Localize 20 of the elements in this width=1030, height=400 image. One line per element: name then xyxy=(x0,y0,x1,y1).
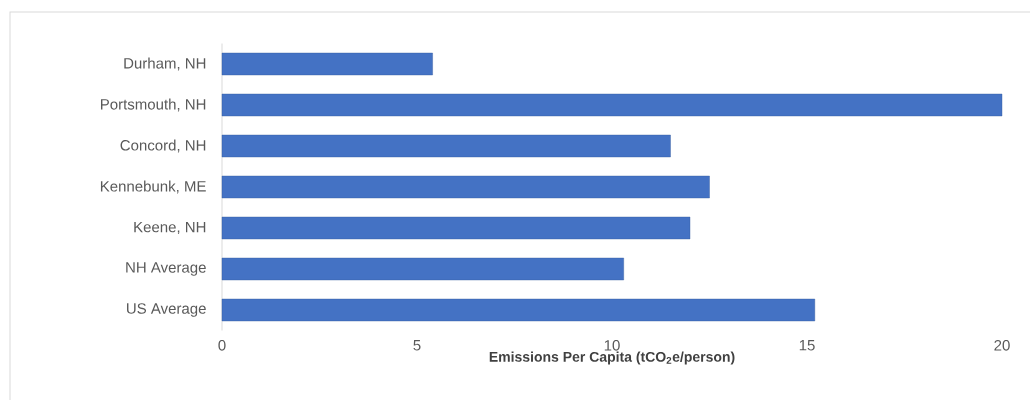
bar xyxy=(221,52,433,76)
bar xyxy=(221,298,816,322)
y-tick-label: Durham, NH xyxy=(124,57,206,71)
y-tick-label: NH Average xyxy=(126,262,206,276)
y-tick-label: Concord, NH xyxy=(120,139,206,153)
y-tick-label: Portsmouth, NH xyxy=(101,98,206,112)
y-tick-label: US Average xyxy=(127,303,206,317)
x-axis-title: Emissions Per Capita (tCO$_{2}$e/person) xyxy=(489,351,735,365)
y-tick-label: Kennebunk, ME xyxy=(100,180,206,194)
bar xyxy=(221,175,710,199)
x-tick-label: 10 xyxy=(604,340,620,351)
x-tick-label: 5 xyxy=(413,340,421,351)
bar xyxy=(221,257,624,281)
x-tick-label: 20 xyxy=(994,340,1010,351)
bar xyxy=(221,93,1003,117)
y-tick-label: Keene, NH xyxy=(134,221,206,235)
x-tick-label: 0 xyxy=(218,340,226,351)
bar xyxy=(221,134,671,158)
x-tick-label: 15 xyxy=(799,340,815,351)
bar xyxy=(221,216,691,240)
